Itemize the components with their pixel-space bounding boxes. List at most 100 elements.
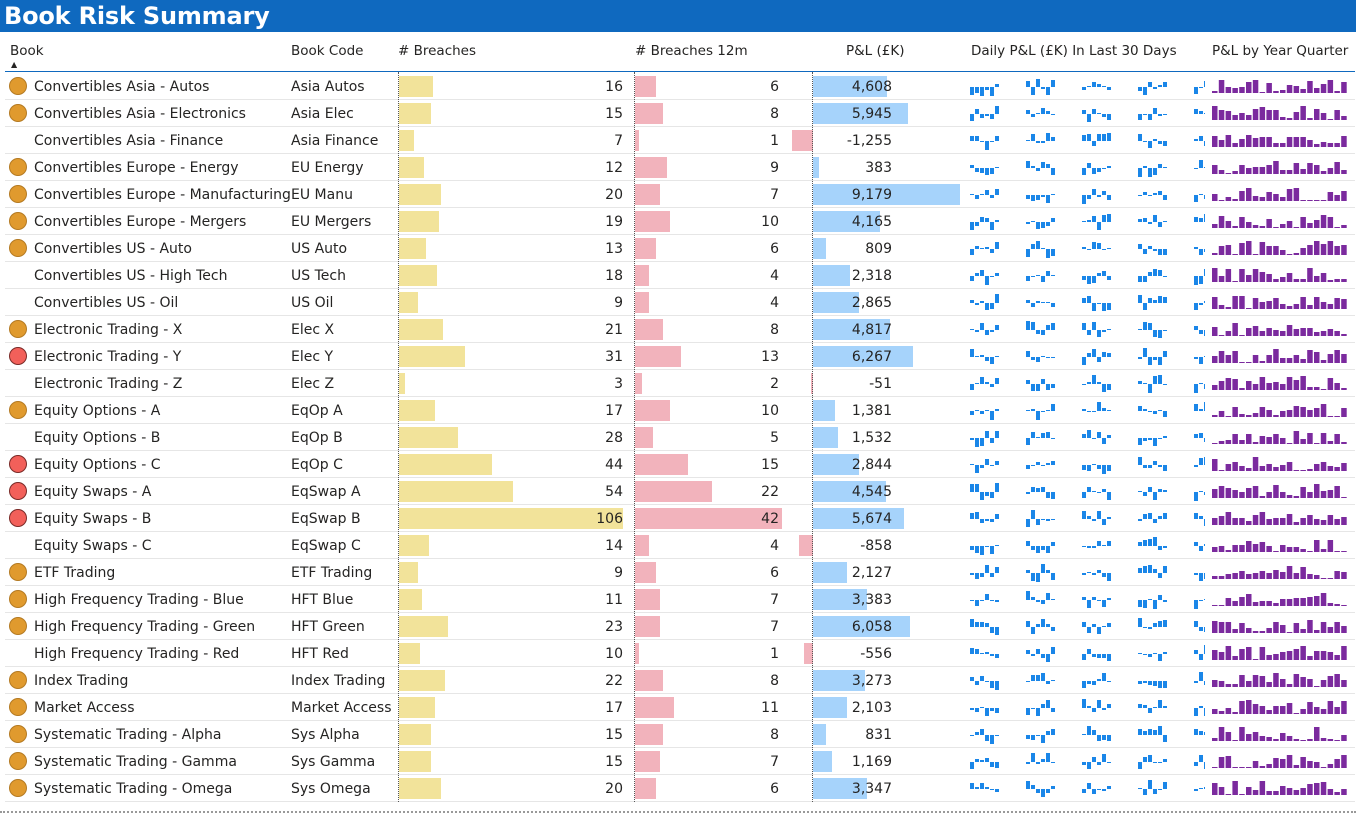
breaches-12m-value: 4 — [770, 268, 779, 284]
quarter-pnl-sparkline — [1212, 755, 1347, 768]
table-row[interactable]: Electronic Trading - Z Elec Z 3 2 -51 — [0, 370, 1356, 397]
pnl-negative-bar — [799, 535, 813, 556]
column-header-pnl[interactable]: P&L (£K) — [846, 43, 905, 59]
pnl-bar — [813, 454, 859, 475]
table-row[interactable]: Convertibles Asia - Autos Asia Autos 16 6 4,… — [0, 73, 1356, 100]
breaches-12m-bar — [635, 373, 642, 394]
table-row[interactable]: Convertibles Europe - Mergers EU Mergers 1… — [0, 208, 1356, 235]
table-row[interactable]: Convertibles Europe - Energy EU Energy 12 9… — [0, 154, 1356, 181]
table-row[interactable]: Electronic Trading - Y Elec Y 31 13 6,267 — [0, 343, 1356, 370]
pnl-bar — [813, 157, 819, 178]
column-header-breaches-12m[interactable]: # Breaches 12m — [635, 43, 748, 59]
book-code: EqSwap C — [291, 538, 361, 554]
book-code: Index Trading — [291, 673, 386, 689]
daily-pnl-sparkline — [970, 269, 1205, 285]
book-code: US Tech — [291, 268, 346, 284]
daily-pnl-sparkline — [970, 294, 1205, 311]
daily-pnl-sparkline — [970, 483, 1205, 501]
column-header-book[interactable]: Book — [10, 43, 44, 59]
column-header-book-code[interactable]: Book Code — [291, 43, 364, 59]
table-row[interactable]: Convertibles US - Oil US Oil 9 4 2,865 — [0, 289, 1356, 316]
table-row[interactable]: Systematic Trading - Alpha Sys Alpha 15 8 83… — [0, 721, 1356, 748]
pnl-bar — [813, 184, 960, 205]
breaches-12m-bar — [635, 643, 639, 664]
table-row[interactable]: Market Access Market Access 17 11 2,103 — [0, 694, 1356, 721]
daily-pnl-sparkline — [970, 106, 1205, 122]
book-code: HFT Red — [291, 646, 349, 662]
table-row[interactable]: Electronic Trading - X Elec X 21 8 4,817 — [0, 316, 1356, 343]
book-name: Convertibles US - High Tech — [34, 268, 228, 284]
row-divider — [5, 369, 1355, 370]
sort-ascending-icon[interactable]: ▲ — [11, 60, 18, 69]
column-header-pnl-by-quarter[interactable]: P&L by Year Quarter — [1212, 43, 1349, 59]
daily-pnl-sparkline — [970, 348, 1205, 365]
book-code: Sys Gamma — [291, 754, 376, 770]
book-name: Electronic Trading - X — [34, 322, 183, 338]
breaches-bar — [399, 697, 435, 718]
table-row[interactable]: High Frequency Trading - Blue HFT Blue 11 7… — [0, 586, 1356, 613]
row-divider — [5, 288, 1355, 289]
status-amber-icon — [9, 671, 27, 689]
book-code: HFT Green — [291, 619, 365, 635]
breaches-12m-value: 4 — [770, 295, 779, 311]
pnl-bar — [813, 670, 865, 691]
table-row[interactable]: Equity Swaps - C EqSwap C 14 4 -858 — [0, 532, 1356, 559]
breaches-12m-bar — [635, 778, 656, 799]
breaches-12m-value: 42 — [761, 511, 779, 527]
pnl-axis — [812, 72, 813, 802]
table-row[interactable]: High Frequency Trading - Red HFT Red 10 1 -5… — [0, 640, 1356, 667]
table-row[interactable]: Convertibles Asia - Electronics Asia Elec… — [0, 100, 1356, 127]
table-row[interactable]: Equity Options - A EqOp A 17 10 1,381 — [0, 397, 1356, 424]
breaches-value: 17 — [605, 700, 623, 716]
status-amber-icon — [9, 563, 27, 581]
quarter-pnl-sparkline — [1212, 188, 1347, 201]
breaches-bar — [399, 751, 431, 772]
breaches-bar — [399, 400, 435, 421]
table-row[interactable]: Equity Swaps - B EqSwap B 106 42 5,674 — [0, 505, 1356, 532]
pnl-bar — [813, 778, 867, 799]
book-name: Convertibles Europe - Mergers — [34, 214, 247, 230]
quarter-pnl-sparkline — [1212, 566, 1347, 579]
table-row[interactable]: Convertibles US - High Tech US Tech 18 4 2,3… — [0, 262, 1356, 289]
book-name: Convertibles US - Oil — [34, 295, 179, 311]
book-code: US Auto — [291, 241, 348, 257]
row-divider — [5, 99, 1355, 100]
table-row[interactable]: ETF Trading ETF Trading 9 6 2,127 — [0, 559, 1356, 586]
column-header-breaches[interactable]: # Breaches — [398, 43, 477, 59]
book-name: Convertibles US - Auto — [34, 241, 192, 257]
table-row[interactable]: Convertibles Asia - Finance Asia Finance 7… — [0, 127, 1356, 154]
book-code: EqOp C — [291, 457, 343, 473]
book-name: Equity Swaps - B — [34, 511, 152, 527]
table-row[interactable]: High Frequency Trading - Green HFT Green 2… — [0, 613, 1356, 640]
column-header-daily-pnl[interactable]: Daily P&L (£K) In Last 30 Days — [971, 43, 1177, 59]
breaches-12m-value: 7 — [770, 754, 779, 770]
table-row[interactable]: Equity Options - B EqOp B 28 5 1,532 — [0, 424, 1356, 451]
table-row[interactable]: Equity Swaps - A EqSwap A 54 22 4,545 — [0, 478, 1356, 505]
book-code: Asia Finance — [291, 133, 379, 149]
table-row[interactable]: Convertibles Europe - Manufacturing EU Ma… — [0, 181, 1356, 208]
daily-pnl-sparkline — [970, 214, 1205, 230]
daily-pnl-sparkline — [970, 672, 1205, 690]
breaches-12m-value: 2 — [770, 376, 779, 392]
table-row[interactable]: Index Trading Index Trading 22 8 3,273 — [0, 667, 1356, 694]
table-row[interactable]: Convertibles US - Auto US Auto 13 6 809 — [0, 235, 1356, 262]
row-divider — [5, 585, 1355, 586]
pnl-bar — [813, 346, 913, 367]
breaches-12m-value: 15 — [761, 457, 779, 473]
breaches-bar — [399, 292, 418, 313]
breaches-bar — [399, 319, 443, 340]
pnl-value: 9,179 — [851, 187, 892, 203]
pnl-value: 4,165 — [851, 214, 892, 230]
pnl-value: 4,817 — [851, 322, 892, 338]
row-divider — [5, 396, 1355, 397]
table-row[interactable]: Systematic Trading - Omega Sys Omega 20 6 3,… — [0, 775, 1356, 802]
quarter-pnl-sparkline — [1212, 349, 1347, 363]
pnl-value: 383 — [865, 160, 892, 176]
breaches-bar — [399, 265, 437, 286]
book-code: EU Manu — [291, 187, 353, 203]
quarter-pnl-sparkline — [1212, 781, 1347, 795]
row-divider — [5, 558, 1355, 559]
table-row[interactable]: Systematic Trading - Gamma Sys Gamma 15 7 1,… — [0, 748, 1356, 775]
quarter-pnl-sparkline — [1212, 593, 1347, 606]
table-row[interactable]: Equity Options - C EqOp C 44 15 2,844 — [0, 451, 1356, 478]
